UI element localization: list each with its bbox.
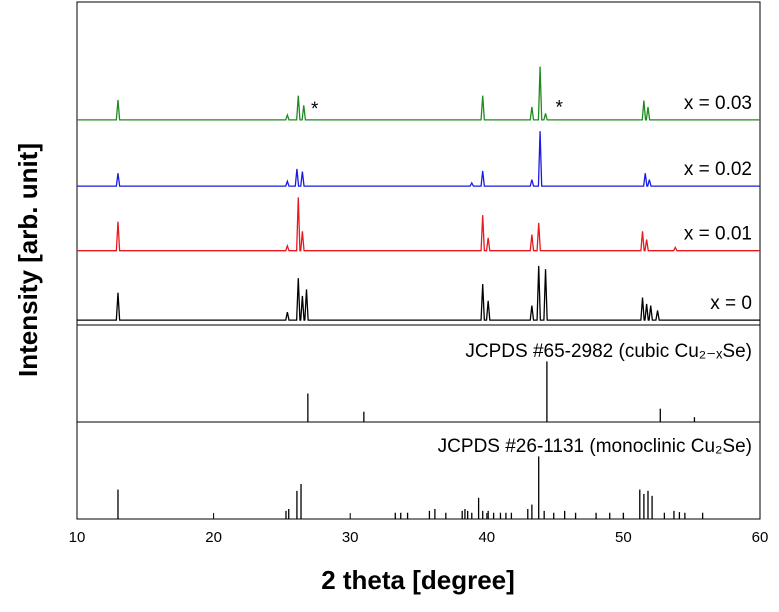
y-axis-label: Intensity [arb. unit] <box>13 143 43 377</box>
x-tick-label: 50 <box>615 529 632 546</box>
x-tick-label: 40 <box>478 529 495 546</box>
series-label: x = 0.02 <box>684 159 752 180</box>
panel-title: JCPDS #65-2982 (cubic Cu₂₋ₓSe) <box>465 341 752 362</box>
series-line <box>77 197 760 252</box>
series-line <box>77 66 760 121</box>
series-label: x = 0 <box>710 293 752 314</box>
annotation: * <box>311 99 319 120</box>
series-line <box>77 265 760 321</box>
x-tick-label: 60 <box>752 529 769 546</box>
x-tick-label: 30 <box>342 529 359 546</box>
plot-frame <box>76 1 761 520</box>
annotation: * <box>555 98 563 119</box>
panel-title: JCPDS #26-1131 (monoclinic Cu₂Se) <box>438 436 752 457</box>
x-tick-label: 20 <box>205 529 222 546</box>
x-tick-label: 10 <box>69 529 86 546</box>
series-label: x = 0.01 <box>684 224 752 245</box>
series-line <box>77 131 760 187</box>
series-label: x = 0.03 <box>684 93 752 114</box>
x-axis-label: 2 theta [degree] <box>321 565 515 595</box>
